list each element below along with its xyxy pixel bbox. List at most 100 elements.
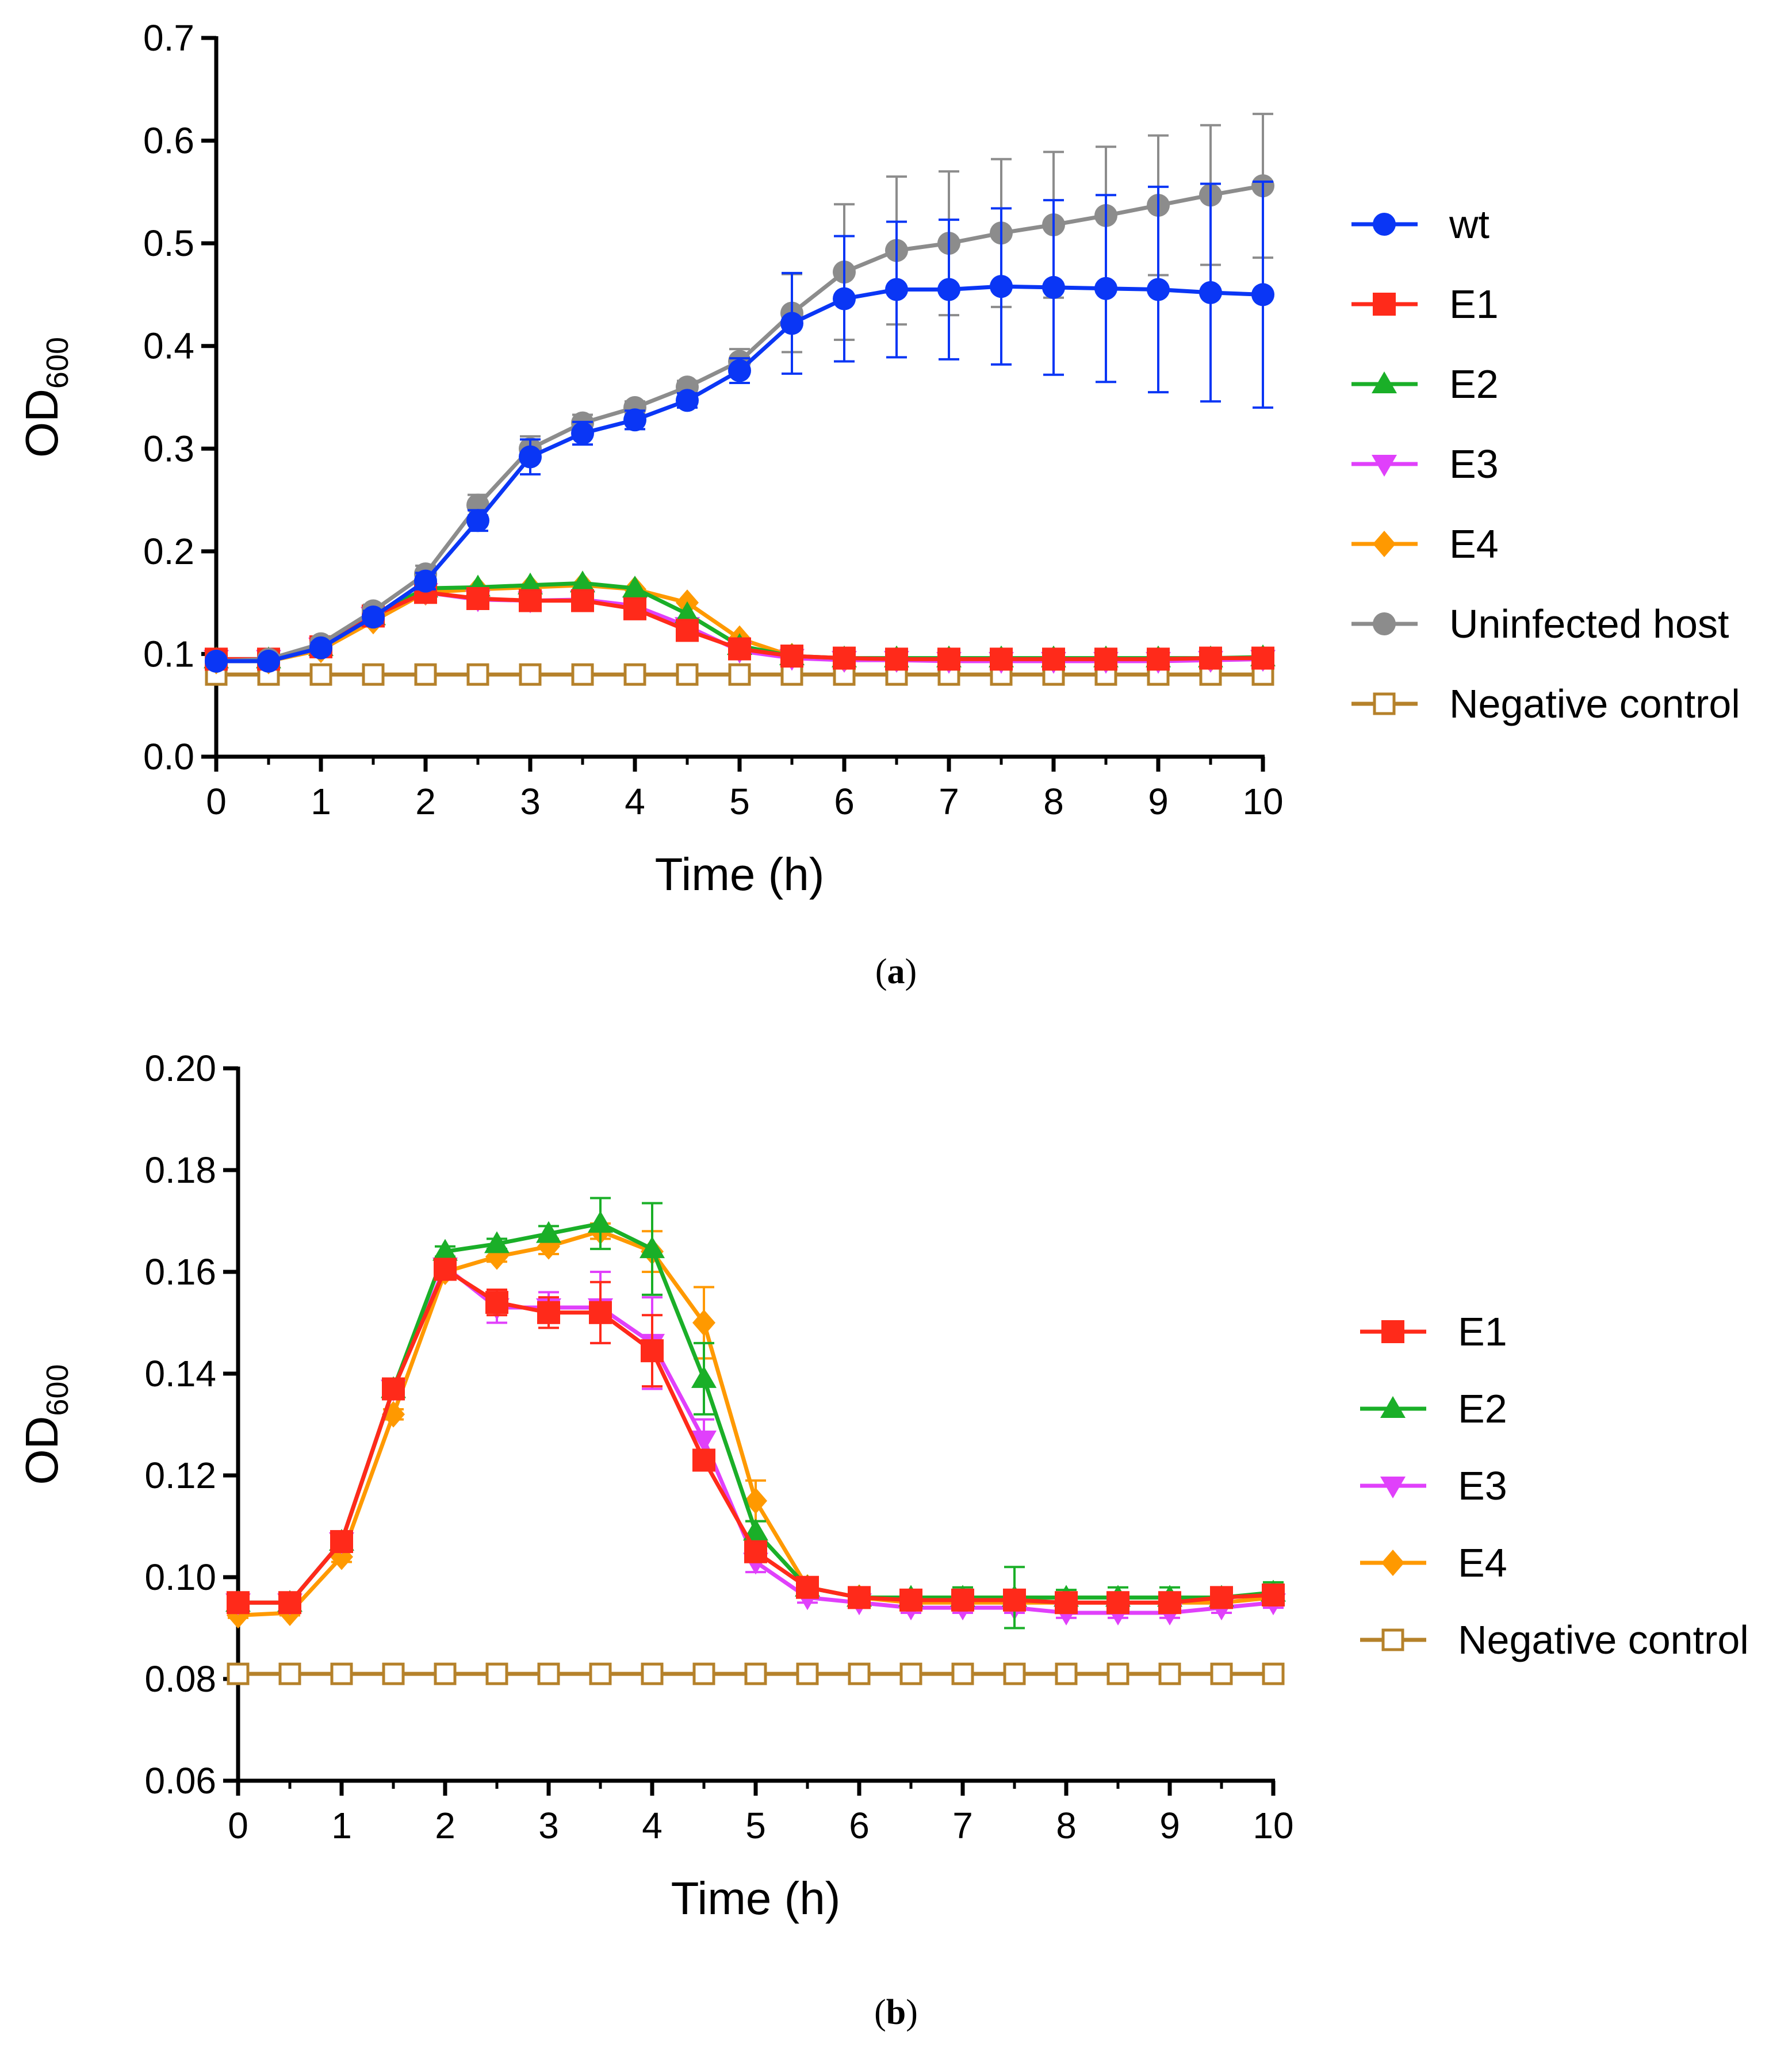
data-point (990, 275, 1013, 298)
data-point (780, 645, 803, 668)
y-tick-label: 0.12 (144, 1455, 216, 1496)
data-point (1094, 277, 1117, 300)
data-point (1251, 646, 1274, 670)
data-point (623, 408, 646, 432)
x-tick-label: 10 (1242, 781, 1283, 822)
y-axis-label: OD600 (16, 1364, 75, 1485)
y-tick-label: 0.3 (143, 428, 194, 469)
data-point (571, 663, 594, 686)
y-axis-label: OD600 (16, 337, 75, 458)
legend-item-e1: E1 (1351, 282, 1499, 327)
panel-caption-b: (b) (874, 1993, 918, 2032)
data-point (257, 649, 280, 673)
x-tick-label: 4 (625, 781, 645, 822)
data-point (519, 589, 542, 612)
data-point (899, 1662, 922, 1685)
legend-item-negative-control: Negative control (1360, 1617, 1749, 1662)
x-tick-label: 4 (642, 1805, 663, 1846)
data-point (641, 1662, 664, 1685)
x-tick-label: 3 (520, 781, 541, 822)
x-tick-label: 3 (538, 1805, 559, 1846)
data-point (227, 1662, 250, 1685)
data-point (484, 1231, 510, 1253)
data-point (1199, 281, 1222, 304)
data-point (382, 1662, 405, 1685)
y-tick-label: 0.20 (144, 1048, 216, 1089)
data-point (692, 1309, 715, 1336)
data-point (848, 1662, 871, 1685)
legend-swatch-marker (1381, 1320, 1404, 1343)
data-point (1094, 647, 1117, 671)
data-point (728, 637, 751, 661)
data-point (536, 1221, 561, 1243)
legend-label: E4 (1449, 522, 1499, 566)
data-point (728, 663, 751, 686)
y-tick-label: 0.6 (143, 120, 194, 162)
data-point (676, 619, 699, 642)
x-tick-label: 7 (939, 781, 959, 822)
x-tick-label: 5 (745, 1805, 766, 1846)
data-point (382, 1377, 405, 1401)
data-point (432, 1239, 458, 1261)
data-point (518, 572, 543, 595)
data-point (205, 649, 228, 673)
legend-item-e3: E3 (1351, 442, 1499, 486)
data-point (1106, 1662, 1129, 1685)
data-point (1147, 278, 1170, 301)
x-tick-label: 6 (849, 1805, 870, 1846)
data-point (1199, 646, 1222, 670)
data-point (570, 570, 595, 593)
data-point (743, 1519, 768, 1541)
data-point (1147, 647, 1170, 671)
x-axis-label: Time (h) (655, 849, 825, 900)
data-point (1262, 1662, 1285, 1685)
data-point (1158, 1591, 1181, 1615)
x-tick-label: 6 (834, 781, 855, 822)
legend-item-negative-control: Negative control (1351, 681, 1740, 726)
data-point (796, 1662, 819, 1685)
legend-item-e3: E3 (1360, 1463, 1507, 1508)
legend-swatch-marker (1373, 213, 1396, 236)
legend-swatch-marker (1373, 692, 1396, 715)
x-tick-label: 10 (1253, 1805, 1293, 1846)
data-point (744, 1662, 767, 1685)
legend-label: E3 (1449, 442, 1499, 486)
data-point (833, 287, 856, 310)
legend-swatch-marker (1373, 612, 1396, 635)
data-point (937, 278, 960, 301)
x-tick-label: 8 (1043, 781, 1064, 822)
data-point (990, 647, 1013, 671)
data-point (537, 1662, 560, 1685)
data-point (676, 389, 699, 412)
data-point (676, 663, 699, 686)
legend-item-e1: E1 (1360, 1309, 1507, 1354)
y-tick-label: 0.4 (143, 325, 194, 367)
x-tick-label: 2 (435, 1805, 455, 1846)
legend-swatch-marker (1380, 1477, 1406, 1498)
legend-item-e4: E4 (1360, 1540, 1507, 1585)
data-point (466, 509, 489, 532)
panel-label-a: a (887, 952, 905, 991)
data-point (1042, 647, 1065, 671)
x-tick-label: 8 (1056, 1805, 1077, 1846)
data-point (1210, 1662, 1233, 1685)
y-axis-label-subscript: 600 (40, 1364, 75, 1416)
data-point (640, 1236, 665, 1259)
legend-label: wt (1449, 202, 1489, 247)
data-point (362, 663, 385, 686)
legend-label: E1 (1458, 1309, 1507, 1354)
data-point (728, 359, 751, 382)
legend-swatch-marker (1380, 1396, 1406, 1418)
panel-label-b: b (886, 1993, 906, 2032)
data-point (885, 278, 908, 301)
data-point (1055, 1591, 1078, 1615)
series-negative-control (227, 1662, 1285, 1685)
x-tick-label: 1 (331, 1805, 352, 1846)
data-point (899, 1588, 922, 1612)
series-e1 (227, 1257, 1285, 1615)
legend-label: Uninfected host (1449, 601, 1729, 646)
data-point (537, 1301, 560, 1324)
y-tick-label: 0.0 (143, 736, 194, 777)
legend-item-e2: E2 (1360, 1386, 1507, 1431)
y-tick-label: 0.1 (143, 633, 194, 674)
